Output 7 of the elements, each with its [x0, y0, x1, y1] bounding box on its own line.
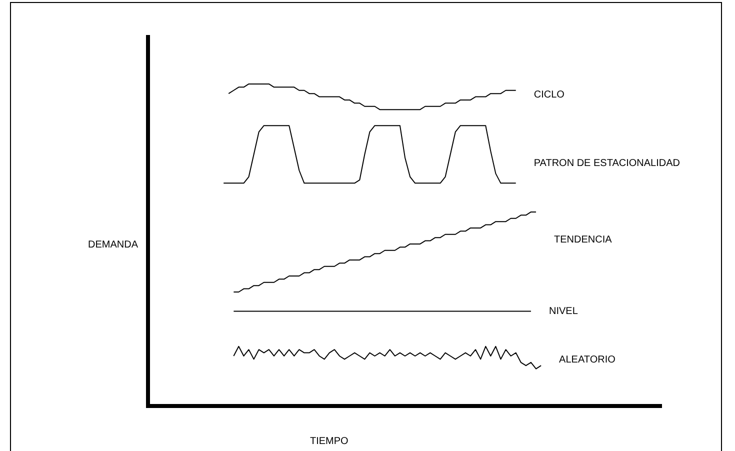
series-label: ALEATORIO	[559, 354, 616, 366]
text: PATRON DE ESTACIONALIDAD	[534, 158, 680, 169]
series-label: CICLO	[534, 90, 565, 101]
x-axis-title: TIEMPO	[310, 436, 349, 447]
series-label: NIVEL	[548, 306, 578, 317]
text: TENDENCIA	[554, 234, 612, 246]
y-axis-title: DEMANDA	[88, 239, 138, 250]
